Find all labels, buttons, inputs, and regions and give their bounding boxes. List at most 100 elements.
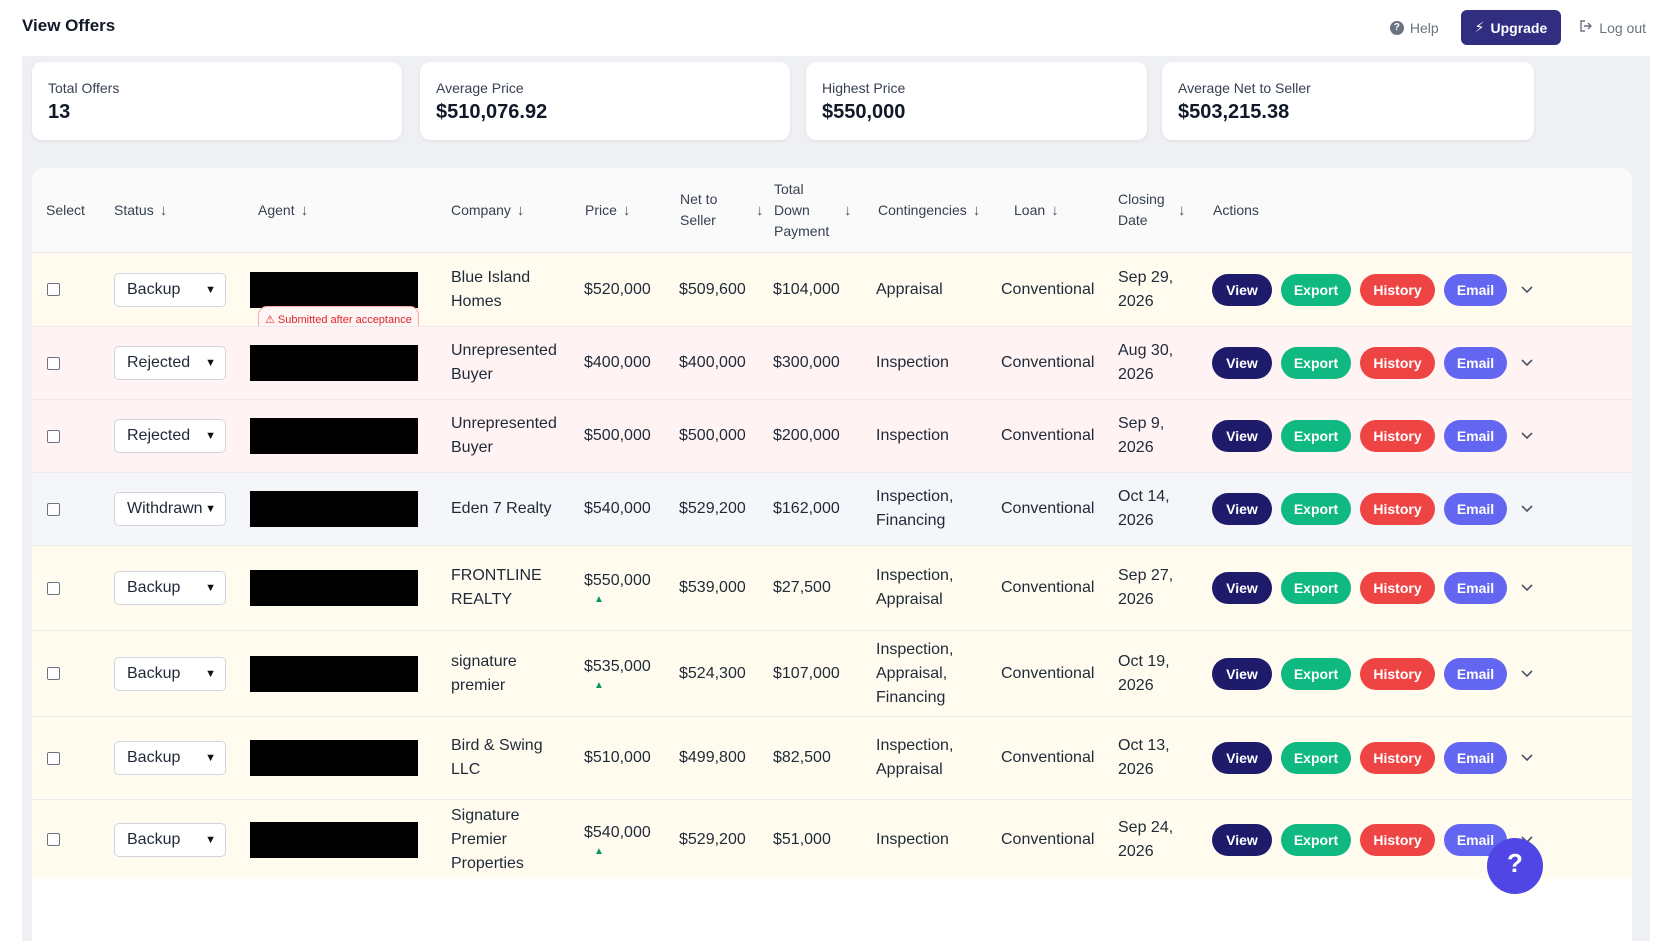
- export-button[interactable]: Export: [1281, 493, 1351, 525]
- view-button[interactable]: View: [1212, 823, 1272, 856]
- agent-cell: [250, 631, 418, 716]
- down-payment-cell: $300,000: [773, 327, 840, 399]
- upgrade-button[interactable]: ⚡ Upgrade: [1460, 10, 1562, 45]
- select-cell: [47, 253, 60, 326]
- loan-cell: Conventional: [1001, 473, 1094, 545]
- email-button[interactable]: Email: [1444, 657, 1507, 690]
- upgrade-label: Upgrade: [1490, 19, 1548, 36]
- history-button[interactable]: History: [1360, 657, 1435, 690]
- history-button[interactable]: History: [1360, 347, 1435, 379]
- closing-date-cell: Sep 9, 2026: [1118, 400, 1180, 472]
- price-cell: $500,000: [584, 400, 651, 472]
- row-checkbox[interactable]: [47, 502, 60, 516]
- logout-link[interactable]: Log out: [1575, 13, 1650, 42]
- export-button[interactable]: Export: [1281, 273, 1351, 306]
- row-checkbox[interactable]: [47, 833, 60, 846]
- status-select[interactable]: Backup ▼: [114, 571, 226, 605]
- history-button[interactable]: History: [1360, 742, 1435, 774]
- view-button[interactable]: View: [1212, 493, 1272, 525]
- row-checkbox[interactable]: [47, 667, 60, 680]
- view-button[interactable]: View: [1212, 273, 1272, 306]
- col-header-price[interactable]: Price ↓: [585, 168, 630, 252]
- col-header-closing[interactable]: Closing Date ↓: [1118, 168, 1186, 252]
- email-button[interactable]: Email: [1444, 572, 1507, 604]
- status-select[interactable]: Rejected ▼: [114, 419, 226, 453]
- view-button[interactable]: View: [1212, 742, 1272, 774]
- view-button[interactable]: View: [1212, 572, 1272, 604]
- col-header-label: Loan: [1014, 201, 1046, 218]
- help-fab-button[interactable]: ?: [1487, 838, 1543, 894]
- status-cell: Rejected ▼: [114, 400, 226, 472]
- logout-label: Log out: [1599, 19, 1646, 36]
- export-button[interactable]: Export: [1281, 742, 1351, 774]
- export-button[interactable]: Export: [1281, 823, 1351, 856]
- col-header-down[interactable]: Total Down Payment ↓: [774, 168, 852, 252]
- down-payment-value: $27,500: [773, 579, 831, 596]
- actions-cell: View Export History Email: [1212, 717, 1534, 799]
- expand-chevron-icon[interactable]: [1520, 351, 1534, 375]
- company-cell: FRONTLINE REALTY: [451, 546, 571, 630]
- expand-chevron-icon[interactable]: [1520, 662, 1534, 686]
- help-link[interactable]: ? Help: [1382, 14, 1447, 42]
- stat-card-average-net: Average Net to Seller $503,215.38: [1162, 62, 1534, 140]
- expand-chevron-icon[interactable]: [1520, 278, 1534, 302]
- closing-date-value: Oct 14, 2026: [1118, 488, 1170, 529]
- status-select[interactable]: Backup ▼: [114, 822, 226, 857]
- expand-chevron-icon[interactable]: [1520, 576, 1534, 600]
- history-button[interactable]: History: [1360, 273, 1435, 306]
- export-button[interactable]: Export: [1281, 572, 1351, 604]
- history-button[interactable]: History: [1360, 420, 1435, 452]
- export-button[interactable]: Export: [1281, 657, 1351, 690]
- col-header-loan[interactable]: Loan ↓: [1014, 168, 1059, 252]
- email-button[interactable]: Email: [1444, 347, 1507, 379]
- status-select[interactable]: Rejected ▼: [114, 346, 226, 380]
- sort-arrow-icon: ↓: [1051, 201, 1059, 219]
- row-checkbox[interactable]: [47, 581, 60, 595]
- col-header-status[interactable]: Status ↓: [114, 168, 167, 252]
- agent-cell: [250, 473, 418, 545]
- row-checkbox[interactable]: [47, 283, 60, 296]
- status-select[interactable]: Withdrawn ▼: [114, 492, 226, 526]
- status-select[interactable]: Backup ▼: [114, 272, 226, 307]
- status-value: Backup: [127, 749, 181, 766]
- agent-redacted-block: [250, 655, 418, 692]
- company-name: Signature Premier Properties: [451, 806, 524, 872]
- history-button[interactable]: History: [1360, 572, 1435, 604]
- view-button[interactable]: View: [1212, 657, 1272, 690]
- row-checkbox[interactable]: [47, 356, 60, 370]
- view-button[interactable]: View: [1212, 347, 1272, 379]
- expand-chevron-icon[interactable]: [1520, 746, 1534, 770]
- price-cell: $520,000: [584, 253, 651, 326]
- email-button[interactable]: Email: [1444, 273, 1507, 306]
- history-button[interactable]: History: [1360, 493, 1435, 525]
- row-checkbox[interactable]: [47, 751, 60, 765]
- col-header-company[interactable]: Company ↓: [451, 168, 524, 252]
- email-button[interactable]: Email: [1444, 742, 1507, 774]
- status-select[interactable]: Backup ▼: [114, 656, 226, 691]
- closing-date-cell: Sep 29, 2026: [1118, 253, 1180, 326]
- export-button[interactable]: Export: [1281, 347, 1351, 379]
- company-cell: Bird & Swing LLC: [451, 717, 571, 799]
- down-payment-cell: $107,000: [773, 631, 840, 716]
- expand-chevron-icon[interactable]: [1520, 424, 1534, 448]
- price-cell: $400,000: [584, 327, 651, 399]
- agent-redacted-block: [250, 345, 418, 381]
- loan-cell: Conventional: [1001, 253, 1094, 326]
- email-button[interactable]: Email: [1444, 493, 1507, 525]
- expand-chevron-icon[interactable]: [1520, 497, 1534, 521]
- export-button[interactable]: Export: [1281, 420, 1351, 452]
- col-header-net[interactable]: Net to Seller ↓: [680, 168, 764, 252]
- email-button[interactable]: Email: [1444, 420, 1507, 452]
- sort-arrow-icon: ↓: [844, 201, 852, 219]
- offers-table: Select Status ↓ Agent ↓ Company ↓ Price …: [32, 168, 1632, 941]
- chevron-down-icon: ▼: [205, 833, 216, 846]
- history-button[interactable]: History: [1360, 823, 1435, 856]
- status-select[interactable]: Backup ▼: [114, 741, 226, 775]
- price-value: $500,000: [584, 427, 651, 444]
- view-button[interactable]: View: [1212, 420, 1272, 452]
- col-header-contingencies[interactable]: Contingencies ↓: [878, 168, 980, 252]
- col-header-agent[interactable]: Agent ↓: [258, 168, 308, 252]
- row-checkbox[interactable]: [47, 429, 60, 443]
- agent-redacted-block: [250, 418, 418, 454]
- company-name: Unrepresented Buyer: [451, 342, 557, 383]
